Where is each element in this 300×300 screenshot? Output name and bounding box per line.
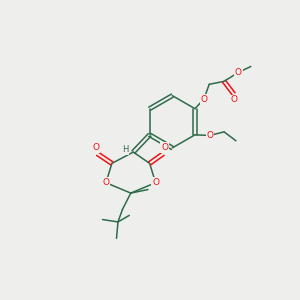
Text: O: O [93,143,100,152]
Text: O: O [152,178,159,187]
Text: O: O [235,68,242,77]
Text: O: O [230,95,237,104]
Text: O: O [206,131,213,140]
Text: O: O [102,178,110,187]
Text: O: O [200,95,207,104]
Text: O: O [161,143,168,152]
Text: H: H [122,145,128,154]
